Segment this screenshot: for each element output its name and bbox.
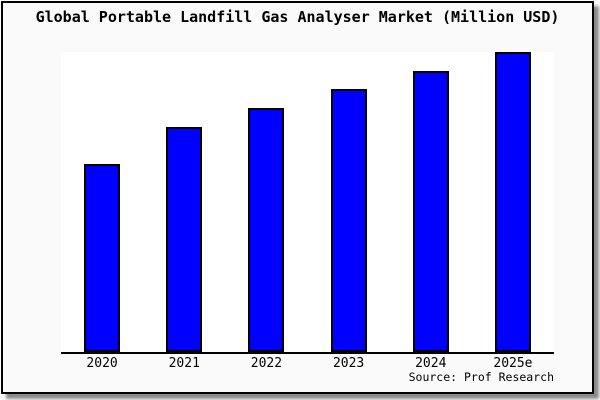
bar-2020 xyxy=(84,164,121,352)
x-tick-label-2024: 2024 xyxy=(415,356,447,371)
bar-2021 xyxy=(166,127,203,352)
bar-slot-2025e xyxy=(472,52,554,352)
plot-area xyxy=(61,52,554,354)
x-tick-label-2022: 2022 xyxy=(250,356,283,371)
chart-frame: Global Portable Landfill Gas Analyser Ma… xyxy=(1,1,594,394)
bar-slot-2020 xyxy=(61,52,143,352)
bar-slot-2023 xyxy=(308,52,390,352)
x-axis-labels: 2020 2021 2022 2023 2024 2025e xyxy=(61,356,554,371)
bar-2022 xyxy=(248,108,285,352)
bars-row xyxy=(61,52,554,352)
x-tick-label-2023: 2023 xyxy=(332,356,365,371)
bar-slot-2024 xyxy=(390,52,472,352)
x-tick-label-2020: 2020 xyxy=(86,356,118,371)
bar-slot-2021 xyxy=(143,52,225,352)
bar-2023 xyxy=(330,89,367,352)
x-tick-label-2021: 2021 xyxy=(168,356,200,371)
chart-title: Global Portable Landfill Gas Analyser Ma… xyxy=(35,8,560,26)
source-credit: Source: Prof Research xyxy=(408,370,554,384)
bar-2024 xyxy=(412,71,449,352)
x-tick-label-2025e: 2025e xyxy=(493,356,533,371)
bar-2025e xyxy=(494,52,531,352)
bar-slot-2022 xyxy=(225,52,307,352)
